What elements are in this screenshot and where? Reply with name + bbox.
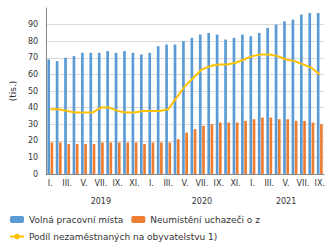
svg-text:VII.: VII. [297,179,310,188]
svg-text:V.: V. [80,179,87,188]
svg-text:2021: 2021 [276,197,296,206]
svg-text:VII.: VII. [196,179,209,188]
svg-text:I.: I. [48,179,53,188]
svg-text:60: 60 [28,70,38,79]
svg-text:40: 40 [28,103,38,112]
svg-text:2019: 2019 [91,197,111,206]
svg-text:IX.: IX. [214,179,224,188]
svg-text:V.: V. [182,179,189,188]
svg-text:10: 10 [28,153,38,162]
svg-text:IX.: IX. [315,179,325,188]
svg-text:Podíl nezaměstnaných na obyvat: Podíl nezaměstnaných na obyvatelstvu 1) [29,232,217,242]
svg-text:30: 30 [28,120,38,129]
svg-text:XI.: XI. [230,179,240,188]
svg-text:2020: 2020 [192,197,212,206]
svg-text:Neumístění uchazeči o z: Neumístění uchazeči o z [150,215,260,225]
svg-text:0: 0 [33,170,38,179]
svg-text:I.: I. [250,179,255,188]
svg-text:III.: III. [163,179,173,188]
svg-text:VII.: VII. [94,179,107,188]
svg-text:(tis.): (tis.) [8,81,18,102]
svg-text:50: 50 [28,87,38,96]
svg-text:IX.: IX. [112,179,122,188]
svg-text:20: 20 [28,136,38,145]
svg-text:I.: I. [149,179,154,188]
svg-text:90: 90 [28,20,38,29]
svg-text:V.: V. [283,179,290,188]
svg-text:70: 70 [28,53,38,62]
svg-text:Volná pracovní místa: Volná pracovní místa [29,215,123,225]
svg-text:III.: III. [62,179,72,188]
svg-text:III.: III. [264,179,274,188]
svg-text:XI.: XI. [129,179,139,188]
svg-text:80: 80 [28,37,38,46]
